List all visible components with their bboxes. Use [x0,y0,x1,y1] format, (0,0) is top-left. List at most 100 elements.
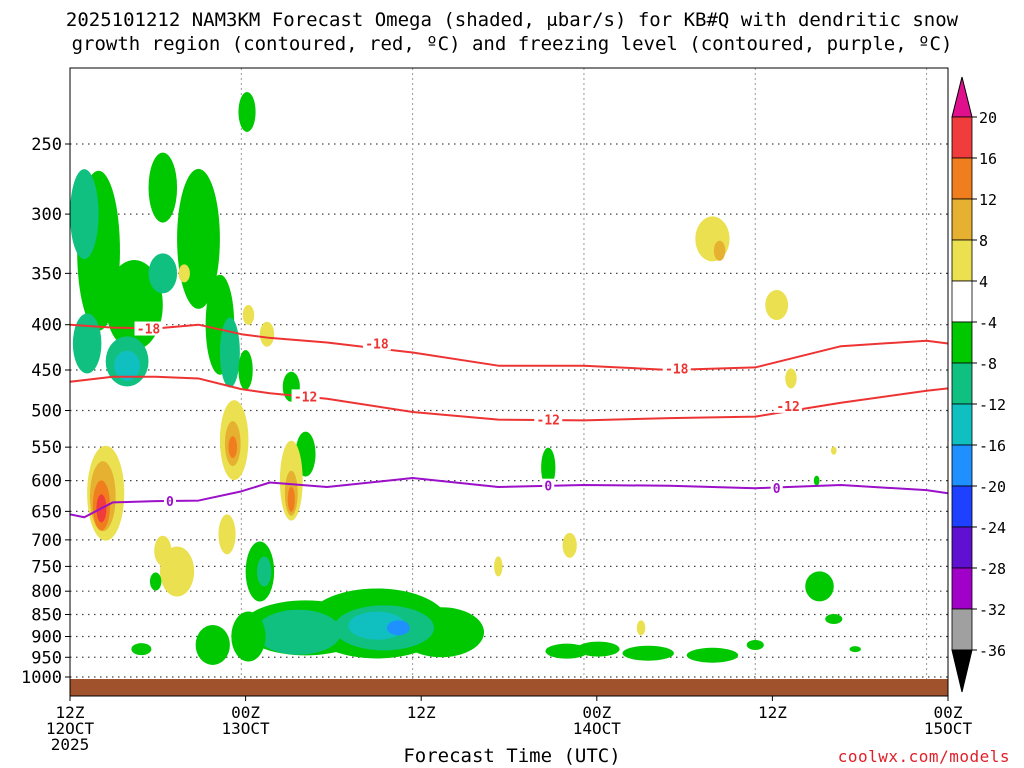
omega-blob-52 [849,646,861,653]
omega-blob-34 [255,609,342,655]
colorbar-bottom-arrow [951,649,973,693]
contour-label-2: -18 [665,362,689,377]
omega-blob-10 [219,317,240,388]
contour-minus12 [70,375,948,422]
omega-blob-47 [622,645,674,661]
omega-blob-51 [825,614,843,625]
colorbar-bin-5 [951,321,973,364]
y-tick-label-500: 500 [31,402,62,422]
x-tick-label-48-0: 12Z [758,703,787,722]
x-tick-label-60-1: 15OCT [924,719,973,738]
omega-blob-12 [238,349,253,390]
y-tick-label-300: 300 [31,205,62,225]
contour-label-8: 0 [773,482,781,497]
omega-blob-50 [805,571,834,602]
omega-blob-55 [713,240,726,261]
x-tick-label-0-0: 12Z [56,703,85,722]
contour-label-bg-5 [774,398,803,413]
contour-label-1: -18 [365,337,389,352]
omega-blob-42 [131,643,152,656]
omega-blob-58 [494,556,503,577]
y-tick-label-750: 750 [31,557,62,577]
y-tick-label-250: 250 [31,135,62,155]
chart-title-line-2: growth region (contoured, red, ºC) and f… [71,33,953,55]
omega-blob-7 [148,253,178,294]
omega-blob-46 [576,641,620,657]
omega-blob-2 [72,313,102,374]
x-tick-label-24-0: 12Z [407,703,436,722]
colorbar-bin-12 [951,608,973,651]
omega-blob-56 [785,368,797,389]
contour-label-6: 0 [166,495,174,510]
credit-link[interactable]: coolwx.com/models [837,747,1010,766]
contour-label-bg-4 [534,412,563,427]
omega-blob-25 [218,514,236,555]
omega-blob-49 [746,639,764,650]
omega-blob-11 [238,91,256,132]
x-tick-label-12-1: 13OCT [222,719,271,738]
contour-label-0: -18 [137,323,161,338]
omega-blob-6 [148,152,178,223]
y-tick-label-450: 450 [31,361,62,381]
x-tick-label-0-1: 12OCT [46,719,95,738]
omega-blob-41 [257,556,272,587]
omega-blob-1 [70,169,99,260]
colorbar-bin-6 [951,362,973,405]
y-tick-label-700: 700 [31,531,62,551]
colorbar-tick-label-12: -32 [979,601,1006,619]
omega-blob-21 [228,436,238,459]
omega-blob-24 [287,486,295,512]
colorbar-tick-label-2: 12 [979,191,997,209]
terrain-bar [70,679,948,696]
omega-blob-38 [231,611,266,662]
temperature-contours: -18 -18 -18 -12 -12 -12 0 0 0 [70,321,948,519]
colorbar-tick-label-10: -24 [979,519,1006,537]
omega-blob-43 [149,572,162,591]
chart-title-line-1: 2025101212 NAM3KM Forecast Omega (shaded… [65,9,959,31]
contour-label-bg-8 [770,481,783,496]
omega-blob-29 [259,321,275,347]
colorbar-bin-9 [951,485,973,528]
contour-label-bg-2 [662,361,691,376]
y-tick-label-850: 850 [31,606,62,626]
omega-blob-37 [386,620,410,636]
y-tick-label-800: 800 [31,582,62,602]
y-tick-label-900: 900 [31,627,62,647]
grid-lines [70,68,948,696]
colorbar-bin-10 [951,526,973,569]
contour-label-4: -12 [537,414,560,429]
omega-colorbar: 20 16 12 8 4 -4 -8 -12 -16 -20 -24 -28 -32 -36 [951,76,1006,693]
omega-blob-59 [636,620,646,636]
colorbar-bin-7 [951,403,973,446]
plot-frame [69,67,949,697]
contour-0 [70,477,948,519]
y-tick-label-550: 550 [31,438,62,458]
colorbar-tick-label-9: -20 [979,478,1006,496]
y-tick-label-350: 350 [31,264,62,284]
colorbar-tick-label-5: -4 [979,314,997,332]
contour-label-bg-1 [362,336,391,351]
colorbar-bin-8 [951,444,973,487]
x-axis-label: Forecast Time (UTC) [403,745,621,767]
omega-shading [70,91,861,665]
colorbar-tick-label-6: -8 [979,355,997,373]
colorbar-bin-3 [951,239,973,282]
contour-label-3: -12 [294,390,317,405]
colorbar-bin-1 [951,157,973,200]
omega-blob-28 [178,264,190,283]
colorbar-tick-label-11: -28 [979,560,1006,578]
contour-label-5: -12 [776,400,799,415]
colorbar-bin-0 [951,116,973,159]
x-tick-label-12-0: 00Z [231,703,260,722]
y-tick-label-1000: 1000 [21,668,62,688]
contour-label-bg-3 [291,389,320,404]
colorbar-tick-label-1: 16 [979,150,997,168]
y-tick-label-950: 950 [31,648,62,668]
omega-blob-44 [541,447,556,488]
pressure-axis: 2503003504004505005506006507007508008509… [21,135,70,688]
colorbar-tick-label-8: -16 [979,437,1006,455]
omega-blob-48 [686,647,739,663]
x-tick-label-36-1: 14OCT [573,719,622,738]
